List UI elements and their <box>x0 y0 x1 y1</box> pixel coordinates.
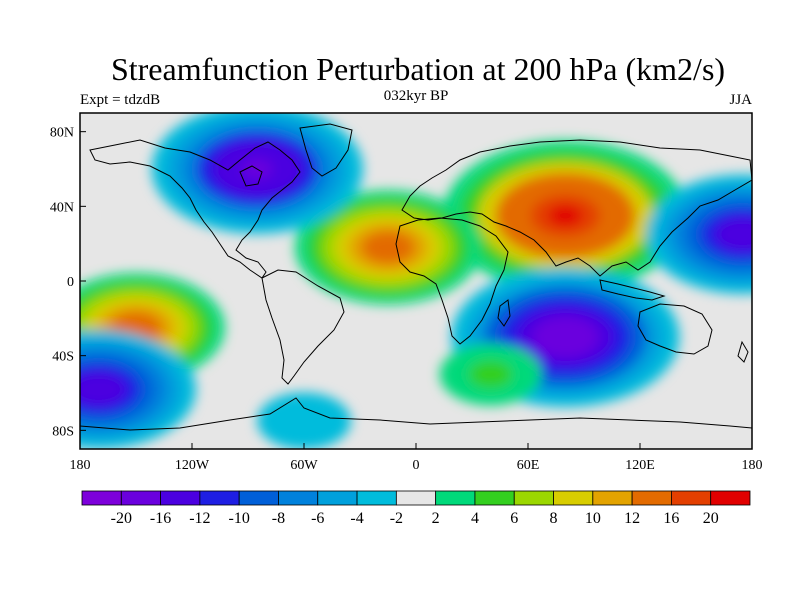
coastline-south-america <box>261 269 345 385</box>
colorbar-box <box>238 490 279 506</box>
colorbar-box <box>317 490 358 506</box>
lat-tick-label: 80S <box>52 424 74 439</box>
colorbar-box <box>395 490 437 506</box>
coastline-australia <box>637 303 713 355</box>
coastline-antarctica <box>80 397 752 431</box>
lat-tick-label: 0 <box>67 275 74 290</box>
lat-tick-label: 80N <box>50 126 74 141</box>
colorbar-label: -10 <box>229 510 250 527</box>
season-label: JJA <box>729 92 752 108</box>
lon-tick-label: 120W <box>175 458 210 473</box>
colorbar-box <box>199 490 240 506</box>
field-feature-4-band-6 <box>549 327 582 347</box>
period-label: 032kyr BP <box>383 88 449 104</box>
colorbar-boxes <box>81 490 751 506</box>
coastline-madagascar <box>497 299 511 327</box>
colorbar-box <box>671 490 712 506</box>
colorbar-box <box>81 490 122 506</box>
lat-tick-label: 40N <box>50 200 74 215</box>
colorbar-box <box>435 490 476 506</box>
colorbar-box <box>631 490 672 506</box>
field-feature-7-band-6 <box>483 369 498 379</box>
field-blobs <box>80 113 752 449</box>
map-title: Streamfunction Perturbation at 200 hPa (… <box>110 51 726 87</box>
colorbar-label: 2 <box>432 510 440 527</box>
colorbar-label: 6 <box>510 510 518 527</box>
ticks-layer: 80N 40N 0 40S 80S 180 120W 60W 0 60E 120E 180 <box>50 126 763 473</box>
colorbar-label: -8 <box>272 510 285 527</box>
lat-tick-label: 40S <box>52 350 74 365</box>
colorbar-box <box>160 490 201 506</box>
field-feature-6-band-6 <box>728 225 752 243</box>
colorbar-label: -2 <box>390 510 403 527</box>
lon-tick-label: 60W <box>290 458 318 473</box>
colorbar-label: -6 <box>311 510 324 527</box>
colorbar-label: 4 <box>471 510 479 527</box>
lon-tick-label: 180 <box>70 458 91 473</box>
field-feature-5-band-6 <box>84 380 113 398</box>
colorbar-label: -16 <box>150 510 171 527</box>
colorbar-box <box>710 490 751 506</box>
lon-tick-label: 60E <box>517 458 540 473</box>
coastline-africa <box>395 217 509 345</box>
colorbar-label: 10 <box>585 510 601 527</box>
lon-tick-label: 180 <box>742 458 763 473</box>
colorbar-box <box>592 490 633 506</box>
colorbar-labels: -20 -16 -12 -10 -8 -6 -4 -2 2 4 6 8 10 12 16 20 <box>111 510 719 527</box>
field-feature-8-band-6 <box>297 416 311 426</box>
coastline-indonesia <box>599 279 666 301</box>
coastline-hudson-bay <box>239 165 263 187</box>
field-layer <box>80 113 752 449</box>
colorbar-box <box>120 490 161 506</box>
colorbar-box <box>474 490 515 506</box>
colorbar-box <box>278 490 319 506</box>
field-feature-1-band-6 <box>374 239 402 256</box>
colorbar-label: 20 <box>703 510 719 527</box>
colorbar-label: 16 <box>663 510 679 527</box>
lon-tick-label: 0 <box>413 458 420 473</box>
colorbar-label: -4 <box>350 510 363 527</box>
coastline-north-america <box>89 139 301 279</box>
experiment-label: Expt = tdzdB <box>80 92 161 108</box>
coastline-greenland <box>299 123 353 177</box>
lon-tick-label: 120E <box>625 458 655 473</box>
colorbar-box <box>553 490 594 506</box>
colorbar-box <box>513 490 554 506</box>
coastline-eurasia <box>401 139 752 277</box>
coastline-layer <box>80 123 752 431</box>
colorbar-label: -12 <box>189 510 210 527</box>
field-feature-2-band-6 <box>123 319 149 336</box>
colorbar-label: -20 <box>111 510 132 527</box>
colorbar-label: 12 <box>624 510 640 527</box>
field-feature-0-band-6 <box>547 204 583 227</box>
colorbar-label: 8 <box>550 510 558 527</box>
coastline-new-zealand <box>737 340 749 363</box>
colorbar-box <box>356 490 397 506</box>
